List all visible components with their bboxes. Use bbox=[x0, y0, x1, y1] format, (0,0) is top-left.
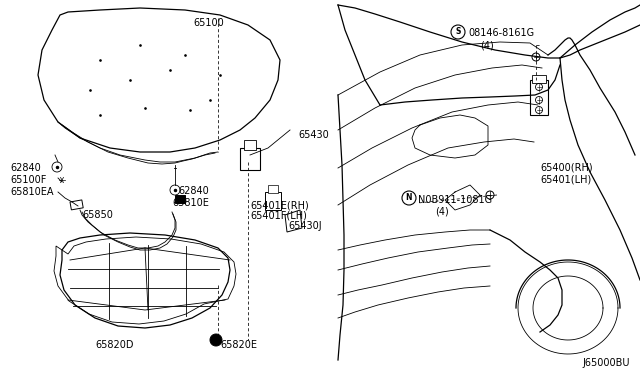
Bar bbox=[265, 192, 281, 210]
Text: 65401(LH): 65401(LH) bbox=[540, 175, 591, 185]
Text: 65820E: 65820E bbox=[220, 340, 257, 350]
Text: 65850: 65850 bbox=[82, 210, 113, 220]
Text: 65401F(LH): 65401F(LH) bbox=[250, 211, 307, 221]
Bar bbox=[240, 148, 260, 170]
Text: 62840: 62840 bbox=[10, 163, 41, 173]
Text: 62840: 62840 bbox=[178, 186, 209, 196]
Text: N0B911-1081G: N0B911-1081G bbox=[418, 195, 492, 205]
Text: 65400(RH): 65400(RH) bbox=[540, 163, 593, 173]
Text: (4): (4) bbox=[435, 207, 449, 217]
Bar bbox=[268, 185, 278, 193]
Text: 65810E: 65810E bbox=[172, 198, 209, 208]
Text: J65000BU: J65000BU bbox=[582, 358, 630, 368]
Bar bbox=[532, 75, 546, 83]
Text: N: N bbox=[406, 193, 412, 202]
Text: 65820D: 65820D bbox=[95, 340, 134, 350]
Bar bbox=[244, 140, 256, 150]
Bar bbox=[175, 195, 185, 203]
Text: 08146-8161G: 08146-8161G bbox=[468, 28, 534, 38]
Text: 65430J: 65430J bbox=[288, 221, 322, 231]
Bar bbox=[70, 200, 83, 210]
Text: 65810EA: 65810EA bbox=[10, 187, 54, 197]
Bar bbox=[530, 80, 548, 115]
Text: 65401E(RH): 65401E(RH) bbox=[250, 200, 308, 210]
Text: S: S bbox=[455, 28, 461, 36]
Text: 65430: 65430 bbox=[298, 130, 329, 140]
Text: 65100F: 65100F bbox=[10, 175, 46, 185]
Text: 65100: 65100 bbox=[193, 18, 224, 28]
Text: (4): (4) bbox=[480, 40, 493, 50]
Circle shape bbox=[210, 334, 222, 346]
